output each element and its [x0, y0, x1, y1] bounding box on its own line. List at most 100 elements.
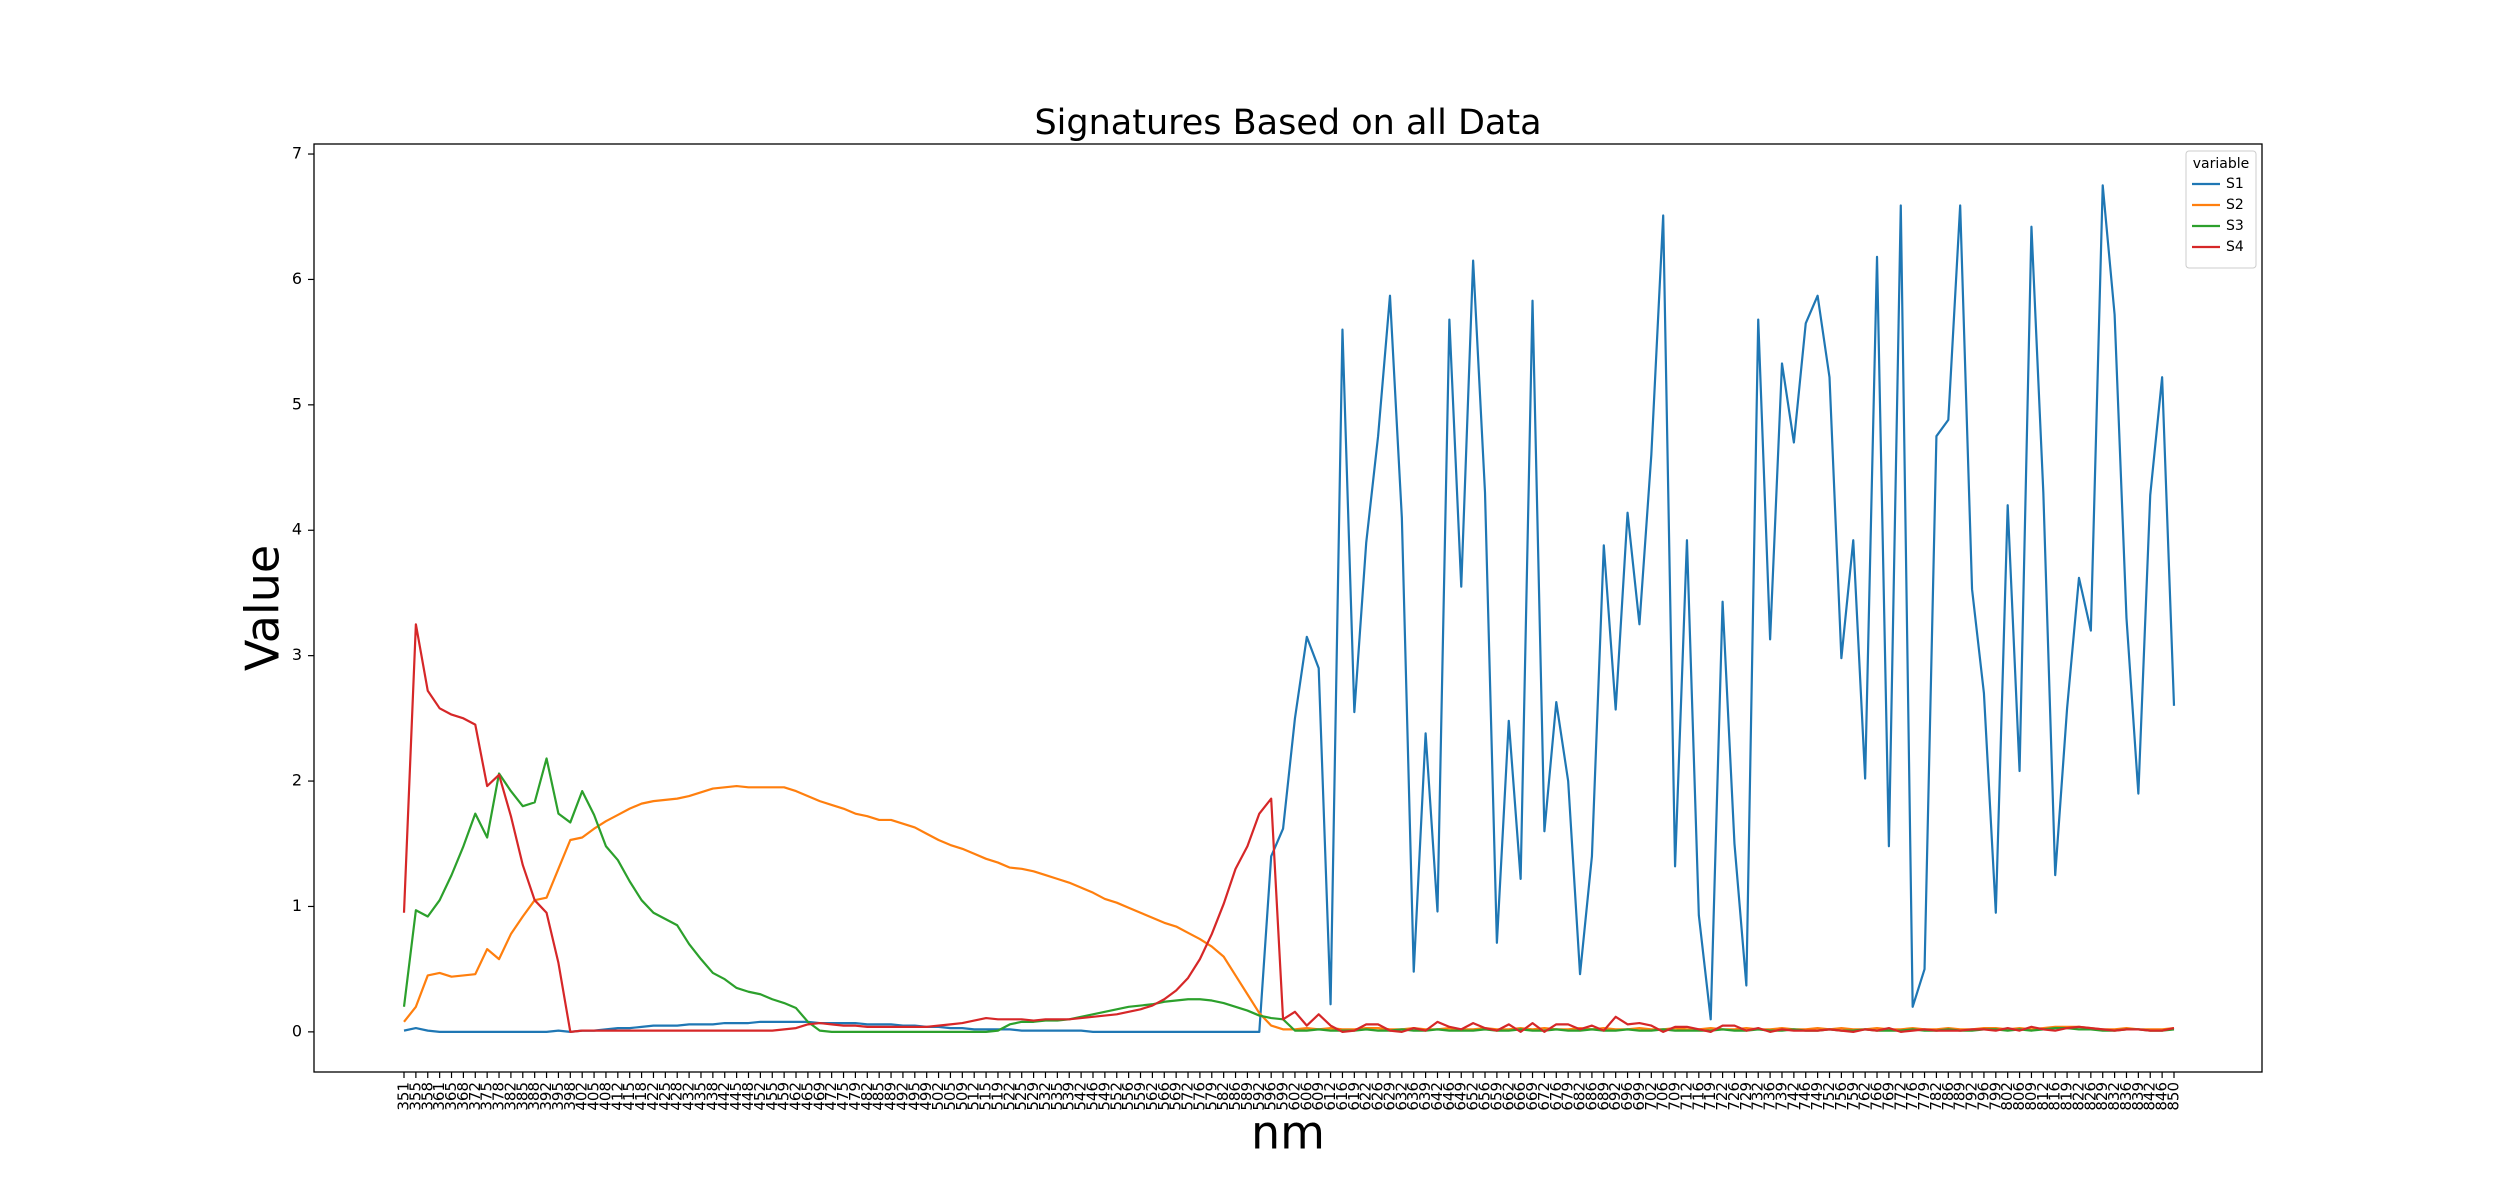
x-tick-label: 532 [1036, 1082, 1054, 1111]
x-tick-label: 722 [1713, 1082, 1731, 1111]
x-tick-label: 806 [2010, 1082, 2028, 1111]
x-tick-label: 479 [846, 1082, 864, 1111]
x-tick-label: 706 [1654, 1082, 1672, 1111]
x-tick-label: 732 [1749, 1082, 1767, 1111]
x-tick-label: 402 [573, 1082, 591, 1111]
plot-area [402, 184, 2176, 1033]
x-tick-label: 368 [454, 1082, 472, 1111]
x-tick-label: 699 [1630, 1082, 1648, 1111]
x-tick-label: 612 [1321, 1082, 1339, 1111]
x-tick-label: 639 [1416, 1082, 1434, 1111]
x-tick-label: 365 [442, 1082, 460, 1111]
x-tick-label: 632 [1392, 1082, 1410, 1111]
x-tick-label: 839 [2129, 1082, 2147, 1111]
x-tick-label: 489 [882, 1082, 900, 1111]
x-tick-label: 719 [1701, 1082, 1719, 1111]
x-tick-label: 512 [965, 1082, 983, 1111]
x-tick-label: 796 [1974, 1082, 1992, 1111]
x-tick-label: 819 [2058, 1082, 2076, 1111]
x-tick-label: 782 [1927, 1082, 1945, 1111]
x-tick-label: 515 [977, 1082, 995, 1111]
x-tick-label: 609 [1309, 1082, 1327, 1111]
x-tick-label: 442 [715, 1082, 733, 1111]
x-tick-label: 599 [1274, 1082, 1292, 1111]
x-tick-label: 812 [2034, 1082, 2052, 1111]
x-tick-label: 692 [1606, 1082, 1624, 1111]
x-tick-label: 372 [466, 1082, 484, 1111]
x-tick-label: 652 [1464, 1082, 1482, 1111]
x-tick-label: 465 [798, 1082, 816, 1111]
x-tick-label: 462 [787, 1082, 805, 1111]
x-tick-label: 569 [1167, 1082, 1185, 1111]
x-tick-label: 405 [585, 1082, 603, 1111]
y-tick-label: 4 [292, 520, 302, 539]
x-tick-label: 622 [1357, 1082, 1375, 1111]
x-tick-label: 535 [1048, 1082, 1066, 1111]
x-tick-label: 649 [1452, 1082, 1470, 1111]
x-tick-label: 492 [893, 1082, 911, 1111]
x-tick-label: 742 [1784, 1082, 1802, 1111]
x-tick-label: 552 [1107, 1082, 1125, 1111]
x-tick-label: 642 [1428, 1082, 1446, 1111]
x-tick-label: 472 [822, 1082, 840, 1111]
y-tick-label: 6 [292, 269, 302, 288]
x-tick-label: 709 [1666, 1082, 1684, 1111]
x-tick-label: 702 [1642, 1082, 1660, 1111]
x-tick-label: 566 [1155, 1082, 1173, 1111]
x-tick-label: 505 [941, 1082, 959, 1111]
x-tick-label: 636 [1404, 1082, 1422, 1111]
chart-title: Signatures Based on all Data [1034, 103, 1541, 143]
x-tick-label: 482 [858, 1082, 876, 1111]
x-tick-label: 666 [1511, 1082, 1529, 1111]
x-tick-label: 398 [561, 1082, 579, 1111]
x-tick-label: 546 [1083, 1082, 1101, 1111]
axes-frame [313, 143, 2263, 1073]
x-tick-label: 729 [1737, 1082, 1755, 1111]
x-tick-label: 822 [2069, 1082, 2087, 1111]
x-axis-title: nm [1251, 1106, 1325, 1160]
x-tick-label: 739 [1772, 1082, 1790, 1111]
x-tick-label: 428 [668, 1082, 686, 1111]
y-axis-title: Value [236, 545, 290, 671]
x-tick-label: 422 [644, 1082, 662, 1111]
x-tick-label: 779 [1915, 1082, 1933, 1111]
x-tick-label: 522 [1000, 1082, 1018, 1111]
x-tick-label: 746 [1796, 1082, 1814, 1111]
x-tick-label: 448 [739, 1082, 757, 1111]
x-tick-label: 669 [1523, 1082, 1541, 1111]
x-tick-label: 358 [418, 1082, 436, 1111]
x-tick-label: 616 [1333, 1082, 1351, 1111]
x-tick-label: 562 [1143, 1082, 1161, 1111]
y-tick-label: 3 [292, 645, 302, 664]
x-tick-label: 589 [1238, 1082, 1256, 1111]
x-tick-label: 629 [1380, 1082, 1398, 1111]
legend-box [2185, 150, 2257, 269]
x-tick-label: 378 [490, 1082, 508, 1111]
x-tick-label: 435 [691, 1082, 709, 1111]
x-tick-label: 529 [1024, 1082, 1042, 1111]
series-line [403, 184, 2176, 1033]
y-tick-label: 1 [292, 896, 302, 915]
x-tick-label: 726 [1725, 1082, 1743, 1111]
legend-label: S2 [2226, 197, 2244, 213]
x-tick-label: 816 [2046, 1082, 2064, 1111]
x-tick-label: 392 [537, 1082, 555, 1111]
legend-label: S1 [2226, 176, 2244, 192]
x-tick-label: 375 [478, 1082, 496, 1111]
x-tick-label: 850 [2165, 1082, 2183, 1111]
x-tick-label: 619 [1345, 1082, 1363, 1111]
x-tick-label: 676 [1547, 1082, 1565, 1111]
x-tick-label: 759 [1844, 1082, 1862, 1111]
x-tick-label: 786 [1939, 1082, 1957, 1111]
x-tick-label: 752 [1820, 1082, 1838, 1111]
x-tick-label: 592 [1250, 1082, 1268, 1111]
x-tick-label: 836 [2117, 1082, 2135, 1111]
y-tick-label: 7 [292, 144, 302, 163]
x-tick-label: 846 [2153, 1082, 2171, 1111]
x-tick-label: 586 [1226, 1082, 1244, 1111]
x-tick-label: 716 [1689, 1082, 1707, 1111]
x-tick-label: 696 [1618, 1082, 1636, 1111]
x-tick-label: 769 [1879, 1082, 1897, 1111]
